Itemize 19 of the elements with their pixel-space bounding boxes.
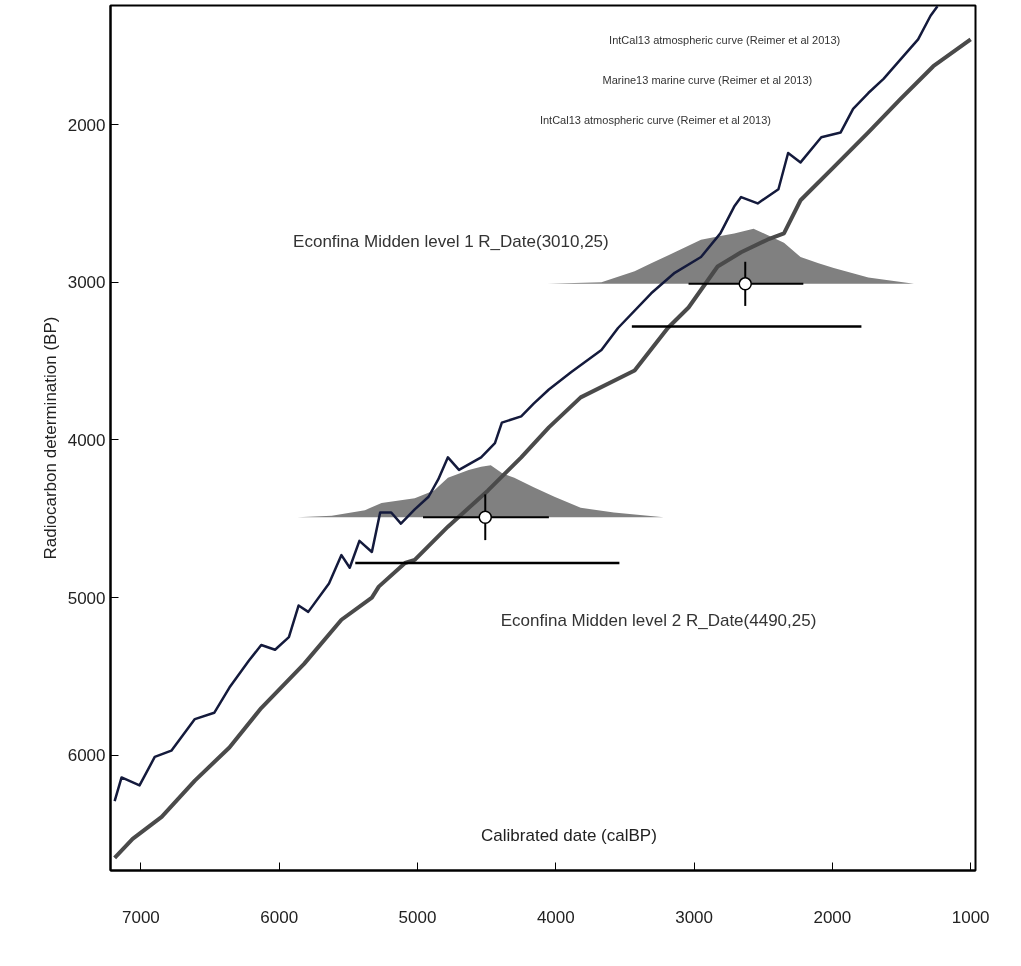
y-tick-label: 2000 [67,115,106,135]
y-tick-label: 4000 [67,430,106,450]
y-tick-label: 3000 [67,273,106,293]
annotation: IntCal13 atmospheric curve (Reimer et al 2013) [539,113,772,126]
annotation: Marine13 marine curve (Reimer et al 2013) [602,73,813,86]
annotation: Econfina Midden level 1 R_Date(3010,25) [293,232,609,252]
y-tick-label: 6000 [67,746,106,766]
annotation: IntCal13 atmospheric curve (Reimer et al 2013) [609,34,841,47]
annotation: Econfina Midden level 2 R_Date(4490,25) [500,611,817,631]
x-axis-title: Calibrated date (calBP) [481,826,657,846]
x-tick-label: 1000 [951,907,990,927]
y-axis-title: Radiocarbon determination (BP) [40,316,60,560]
x-tick-label: 2000 [813,907,852,927]
x-tick-label: 3000 [675,907,713,927]
x-tick-label: 4000 [536,907,575,927]
x-tick-label: 5000 [398,907,437,927]
y-tick-label: 5000 [67,588,106,608]
x-tick-label: 6000 [260,907,299,927]
x-tick-label: 7000 [122,907,160,927]
